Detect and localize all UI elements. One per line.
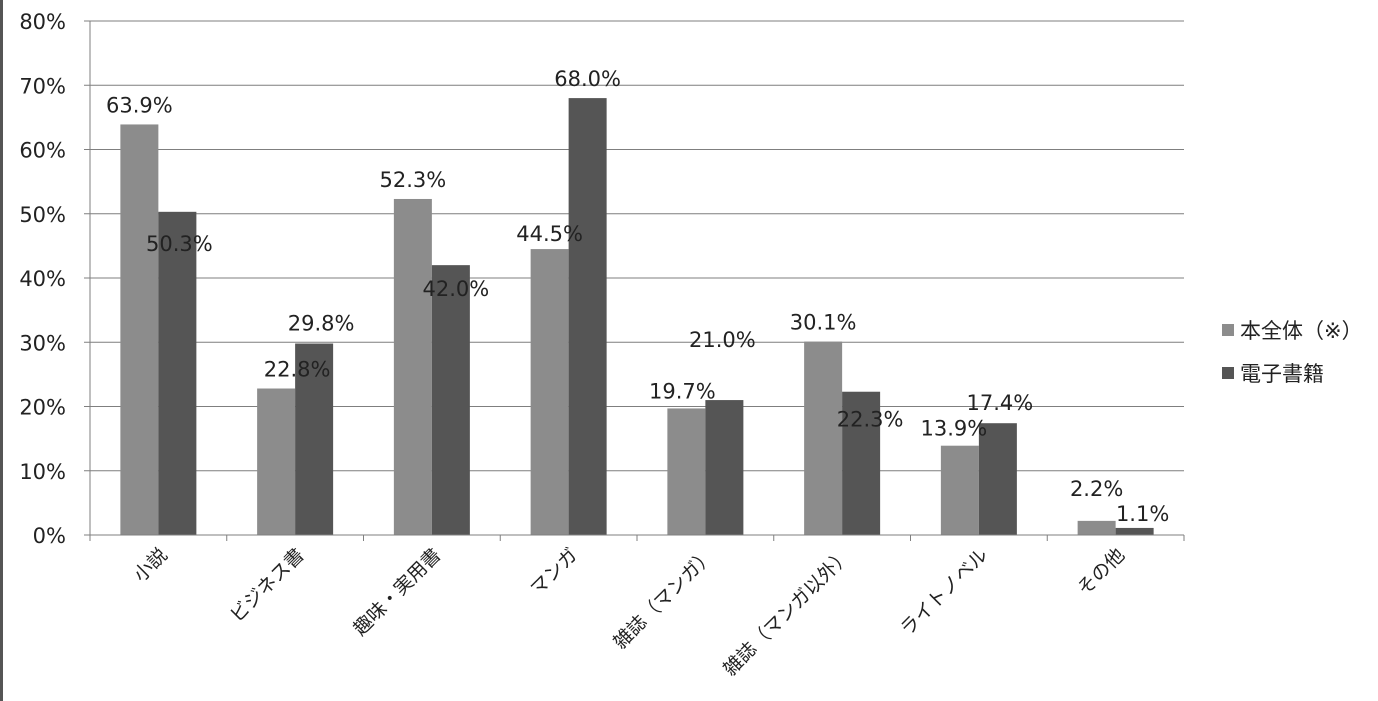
left-frame-border [0,0,3,701]
y-tick-label: 0% [33,524,66,548]
y-tick-label: 80% [19,10,66,34]
data-label-series-1-1: 22.8% [264,358,331,382]
x-tick-label: その他 [1073,544,1129,600]
bar-series-2-4 [705,400,744,535]
bar-series-2-0 [158,211,197,535]
bar-series-2-6 [978,423,1017,535]
data-label-series-2-6: 17.4% [967,391,1034,415]
legend: 本全体（※） 電子書籍 [1222,316,1363,402]
data-labels: 63.9% 22.8% 52.3% 44.5% 19.7% 30.1% 13.9% 2.2% 5… [106,67,1169,526]
legend-item-series-2: 電子書籍 [1222,359,1363,387]
y-tick-label: 30% [19,331,66,355]
x-tick-label: 趣味・実用書 [349,544,445,640]
legend-item-series-1: 本全体（※） [1222,316,1363,344]
y-axis-tick-labels: 0% 10% 20% 30% 40% 50% 60% 70% 80% [19,10,66,548]
bar-series-2-2 [431,265,470,535]
bar-series-1-3 [530,249,569,535]
data-label-series-2-5: 22.3% [837,408,904,432]
bar-series-1-0 [120,124,159,535]
bar-series-2-5 [842,391,881,535]
x-tick-label: 雑誌（マンガ以外） [719,544,855,680]
data-label-series-2-3: 68.0% [554,67,621,91]
x-tick-label: 雑誌（マンガ） [609,544,719,654]
legend-label-series-2: 電子書籍 [1240,362,1324,386]
x-tick-label: ビジネス書 [226,544,309,627]
data-label-series-1-6: 13.9% [921,417,988,441]
data-label-series-1-2: 52.3% [380,168,447,192]
data-label-series-1-7: 2.2% [1070,477,1123,501]
bar-series-1-1 [257,388,296,535]
x-tick-label: 小説 [129,544,171,586]
bar-series-1-7 [1077,520,1116,535]
y-tick-label: 50% [19,203,66,227]
legend-swatch-series-2 [1222,367,1234,379]
y-tick-label: 20% [19,396,66,420]
bar-series-1-2 [393,198,432,535]
bars [120,98,1154,535]
legend-label-series-1: 本全体（※） [1240,319,1363,343]
y-tick-label: 60% [19,139,66,163]
data-label-series-1-4: 19.7% [649,379,716,403]
bar-series-2-1 [295,343,334,535]
data-label-series-1-0: 63.9% [106,93,173,117]
x-axis: 小説 ビジネス書 趣味・実用書 マンガ 雑誌（マンガ） 雑誌（マンガ以外） ライトノベル その… [89,21,1185,680]
data-label-series-2-7: 1.1% [1116,502,1169,526]
data-label-series-2-0: 50.3% [146,232,213,256]
data-label-series-2-1: 29.8% [288,312,355,336]
bar-series-1-4 [667,408,706,535]
x-tick-label: マンガ [526,544,582,600]
bar-series-1-6 [940,445,979,535]
gridlines [84,20,1184,536]
bar-series-2-3 [568,98,607,535]
y-tick-label: 40% [19,267,66,291]
y-tick-label: 70% [19,74,66,98]
bar-series-2-7 [1115,527,1154,535]
bar-series-1-5 [804,341,843,535]
data-label-series-1-3: 44.5% [516,222,583,246]
legend-swatch-series-1 [1222,324,1234,336]
data-label-series-2-4: 21.0% [689,328,756,352]
data-label-series-1-5: 30.1% [790,311,857,335]
y-tick-label: 10% [19,460,66,484]
x-tick-label: ライトノベル [896,544,992,640]
data-label-series-2-2: 42.0% [423,277,490,301]
